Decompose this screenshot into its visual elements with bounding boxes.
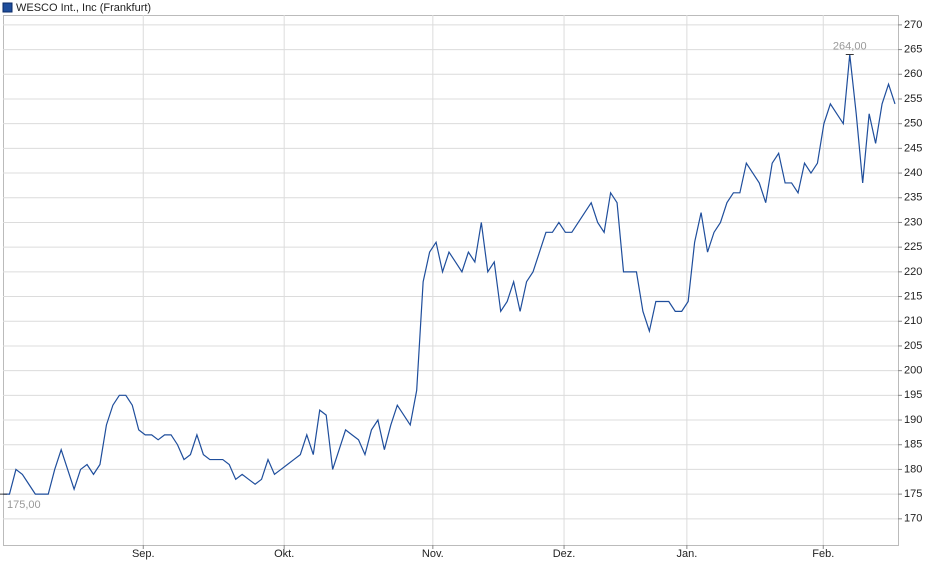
legend-swatch — [2, 2, 13, 13]
y-tick-label: 230 — [904, 216, 922, 228]
x-tick-label: Feb. — [812, 548, 834, 560]
y-tick-label: 195 — [904, 389, 922, 401]
x-tick-label: Jan. — [676, 548, 697, 560]
y-tick-label: 265 — [904, 43, 922, 55]
x-tick-label: Dez. — [553, 548, 576, 560]
y-tick-label: 185 — [904, 439, 922, 451]
y-tick-label: 250 — [904, 118, 922, 130]
y-tick-label: 240 — [904, 167, 922, 179]
y-tick-label: 235 — [904, 192, 922, 204]
x-tick-label: Sep. — [132, 548, 155, 560]
x-tick-label: Nov. — [422, 548, 444, 560]
plot-frame — [3, 15, 899, 546]
y-tick-label: 180 — [904, 463, 922, 475]
y-tick-label: 220 — [904, 266, 922, 278]
chart-title: WESCO Int., Inc (Frankfurt) — [16, 2, 151, 14]
y-tick-label: 175 — [904, 488, 922, 500]
y-tick-label: 225 — [904, 241, 922, 253]
y-tick-label: 205 — [904, 340, 922, 352]
extreme-label: 264,00 — [833, 40, 867, 52]
price-line — [3, 54, 896, 495]
y-tick-label: 215 — [904, 290, 922, 302]
y-tick-label: 170 — [904, 513, 922, 525]
y-tick-label: 200 — [904, 365, 922, 377]
y-tick-label: 260 — [904, 68, 922, 80]
y-tick-label: 210 — [904, 315, 922, 327]
y-tick-label: 270 — [904, 19, 922, 31]
y-tick-label: 255 — [904, 93, 922, 105]
extreme-label: 175,00 — [7, 499, 41, 511]
y-tick-label: 190 — [904, 414, 922, 426]
y-tick-label: 245 — [904, 142, 922, 154]
x-tick-label: Okt. — [274, 548, 294, 560]
